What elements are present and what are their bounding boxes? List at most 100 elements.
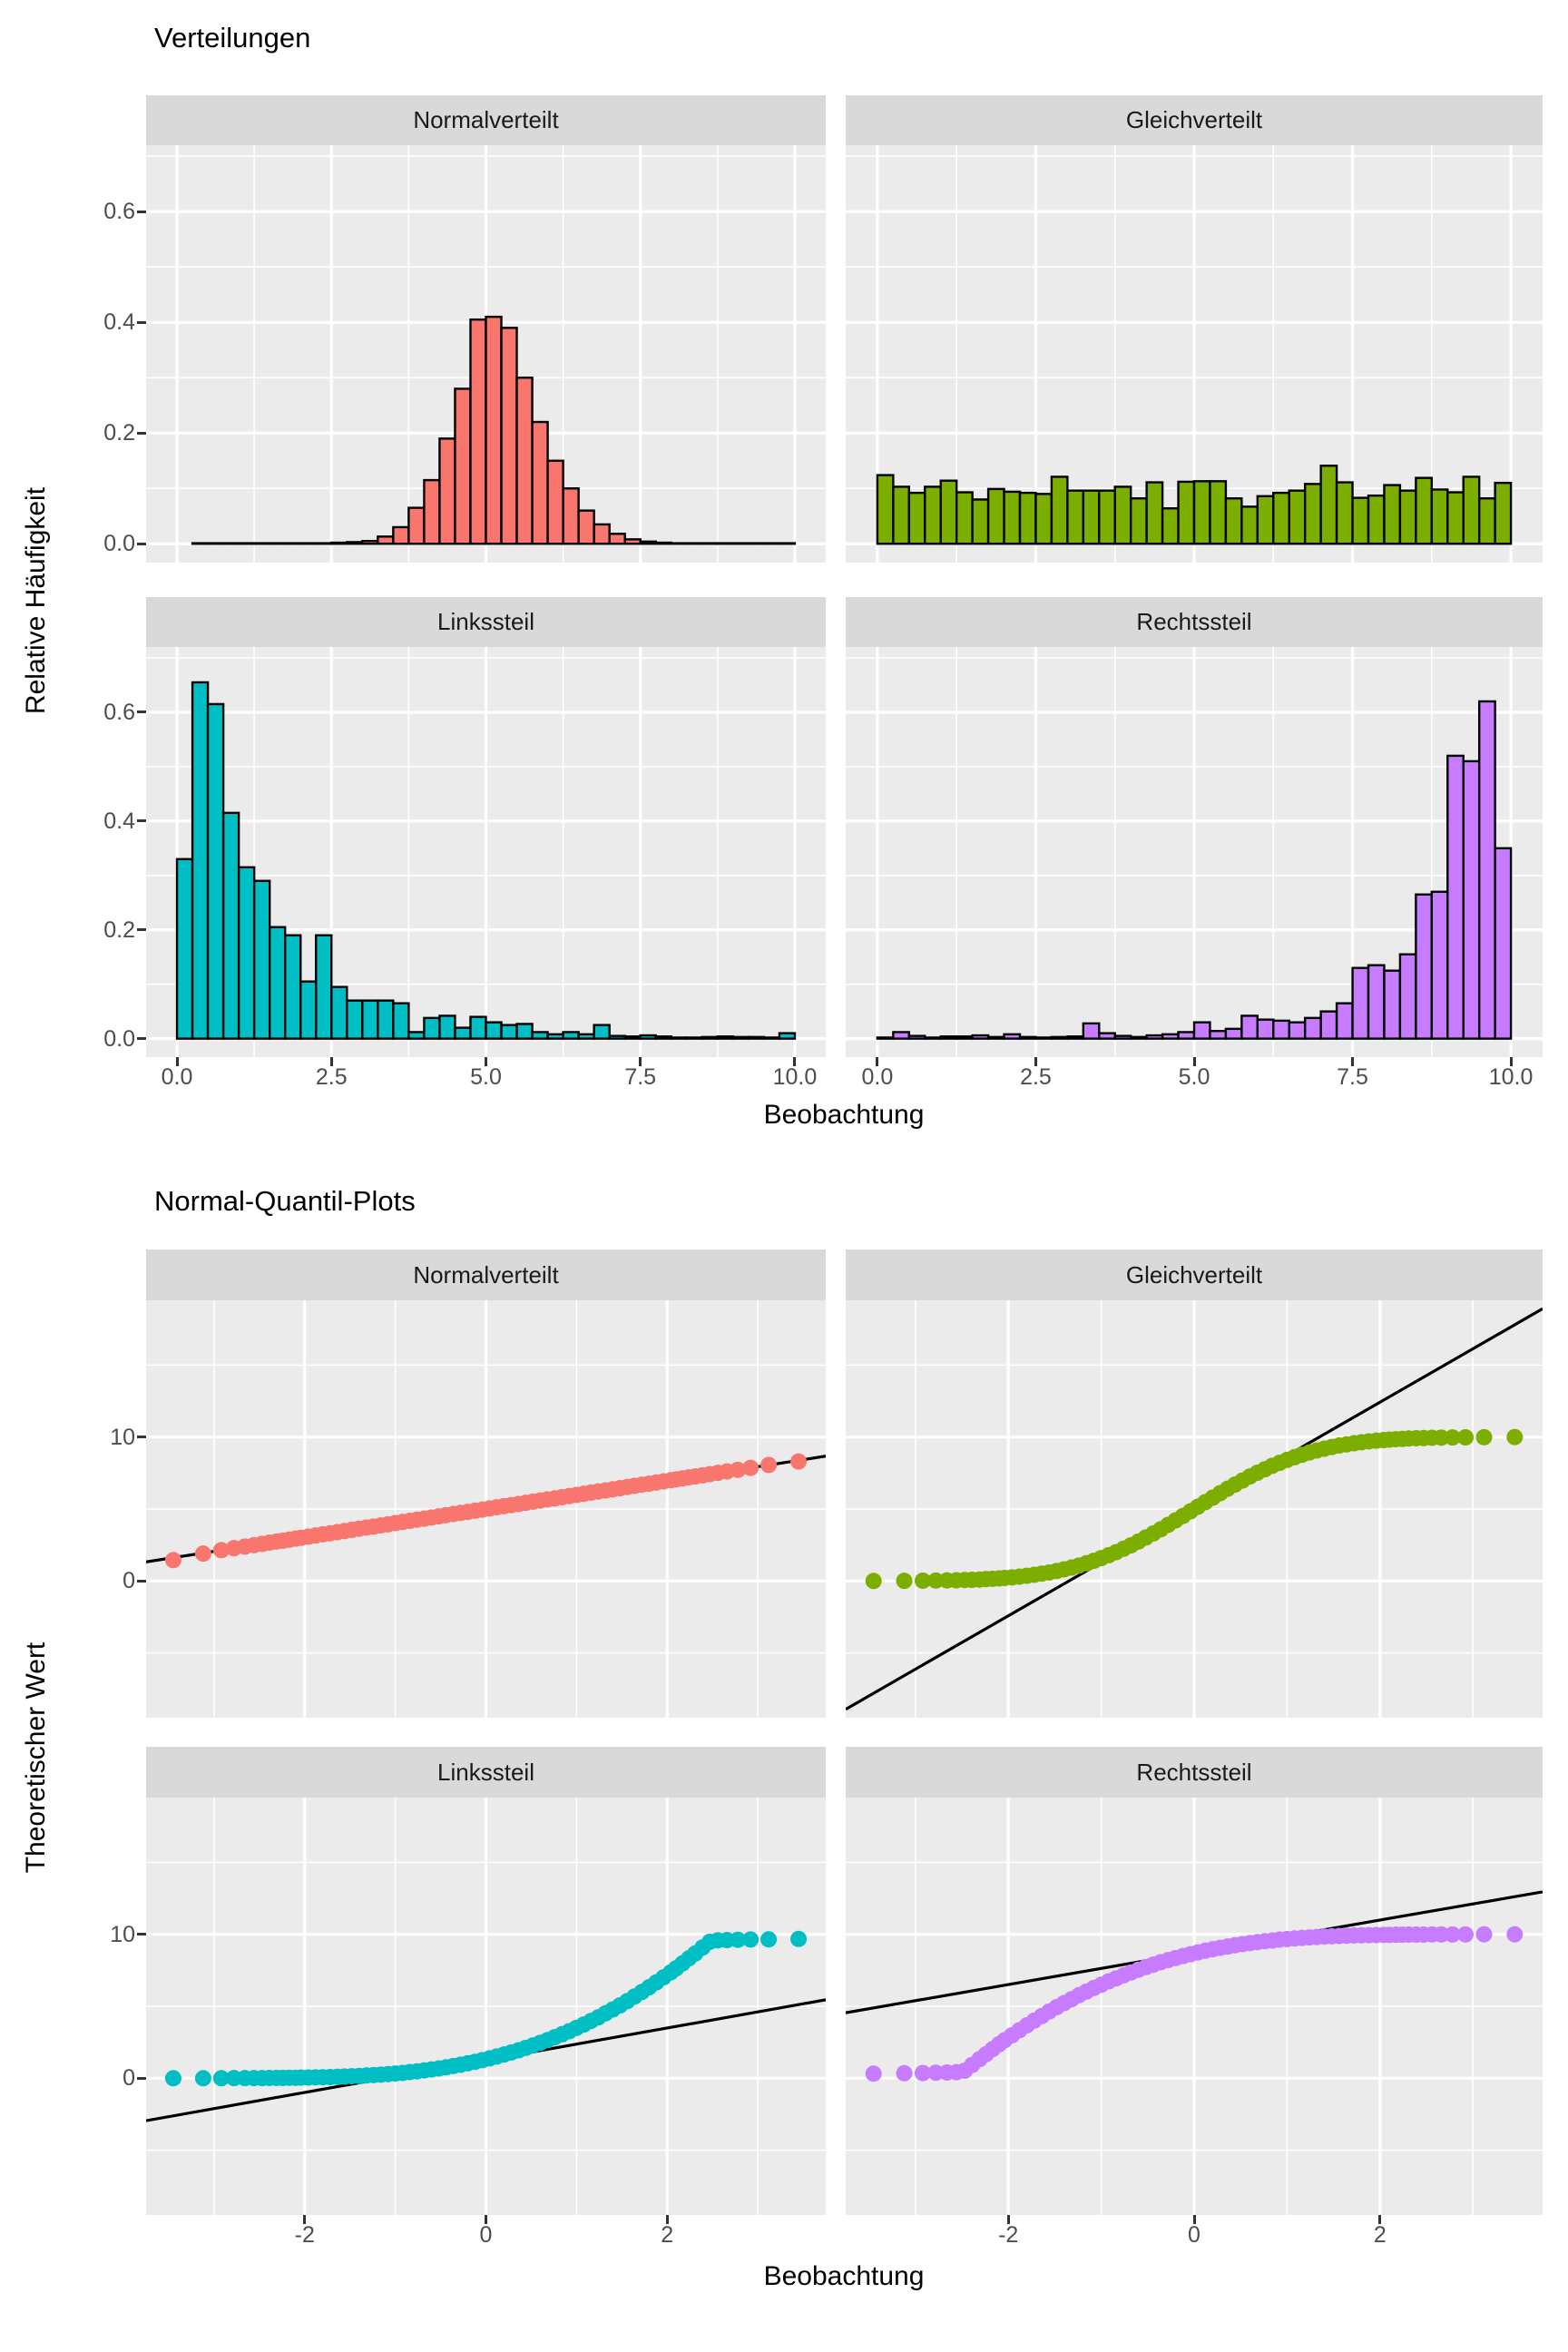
x-tick-label: 5.0 [470, 1064, 502, 1090]
panel-histogram-linkssteil [146, 647, 826, 1057]
x-tick-label: 10.0 [1488, 1064, 1534, 1090]
histogram-bar [1494, 847, 1513, 1040]
y-tick-mark [137, 431, 146, 435]
panel-histogram-gleichverteilt [846, 145, 1543, 563]
x-tick-label: 2.5 [1020, 1064, 1052, 1090]
y-axis-title-theoretischer-wert: Theoretischer Wert [21, 1642, 51, 1874]
facet-strip-gleichverteilt: Gleichverteilt [846, 1250, 1543, 1300]
chart-title-normal-quantil-plots: Normal-Quantil-Plots [154, 1185, 416, 1217]
panel-qq-rechtssteil [846, 1798, 1543, 2215]
y-tick-label: 0.0 [103, 531, 135, 557]
histogram-bar [1082, 1022, 1101, 1040]
x-tick-mark [1192, 1057, 1196, 1066]
qq-point [896, 1573, 913, 1590]
x-tick-mark [1378, 2215, 1382, 2224]
facet-strip-linkssteil: Linkssteil [146, 597, 826, 647]
x-tick-label: 2 [1373, 2222, 1387, 2248]
chart-title-verteilungen: Verteilungen [154, 22, 311, 54]
qq-point [1444, 1429, 1461, 1446]
x-tick-label: 2.5 [315, 1064, 348, 1090]
y-tick-mark [137, 710, 146, 714]
qq-point [865, 1573, 882, 1590]
y-tick-mark [137, 210, 146, 213]
x-tick-label: 10.0 [772, 1064, 818, 1090]
y-tick-label: 0.0 [103, 1025, 135, 1052]
facet-strip-normalverteilt: Normalverteilt [146, 1250, 826, 1300]
qq-point [742, 1459, 760, 1476]
y-tick-label: 0.4 [103, 808, 135, 834]
x-tick-label: 7.5 [624, 1064, 657, 1090]
qq-point [164, 1552, 181, 1569]
panel-histogram-normalverteilt [146, 145, 826, 563]
x-tick-mark [639, 1057, 642, 1066]
y-tick-mark [137, 542, 146, 545]
x-tick-mark [329, 1057, 333, 1066]
x-tick-mark [876, 1057, 879, 1066]
y-tick-label: 10 [110, 1921, 135, 1947]
y-tick-label: 0.4 [103, 309, 135, 336]
x-tick-mark [665, 2215, 669, 2224]
qq-point [1475, 1428, 1493, 1446]
qq-point [1457, 1429, 1475, 1446]
panel-qq-linkssteil [146, 1798, 826, 2215]
panel-histogram-rechtssteil [846, 647, 1543, 1057]
histogram-bar [1494, 481, 1513, 545]
y-tick-label: 0 [122, 1568, 135, 1594]
qq-point [1506, 1926, 1524, 1943]
qq-point [790, 1453, 808, 1470]
qq-point [914, 2064, 931, 2082]
qq-point [760, 1456, 778, 1474]
qq-point [790, 1930, 808, 1947]
y-tick-mark [137, 1579, 146, 1583]
qq-point [730, 1461, 747, 1478]
facet-strip-rechtssteil: Rechtssteil [846, 597, 1543, 647]
x-tick-label: 0 [1188, 2222, 1200, 2248]
y-tick-label: 0.6 [103, 699, 135, 725]
x-tick-label: 5.0 [1178, 1064, 1210, 1090]
x-tick-label: -2 [998, 2222, 1019, 2248]
y-tick-mark [137, 2076, 146, 2080]
y-tick-mark [137, 1436, 146, 1439]
x-axis-title-beobachtung-1: Beobachtung [763, 1100, 925, 1130]
panel-qq-gleichverteilt [846, 1300, 1543, 1718]
x-tick-mark [303, 2215, 307, 2224]
qq-point [1457, 1926, 1475, 1943]
qq-point [212, 2070, 230, 2087]
x-tick-mark [1351, 1057, 1355, 1066]
qq-point [914, 1572, 931, 1589]
histogram-bar [593, 1024, 611, 1040]
x-tick-mark [485, 2215, 487, 2224]
facet-strip-normalverteilt: Normalverteilt [146, 95, 826, 145]
y-tick-label: 0.2 [103, 420, 135, 446]
qq-point [742, 1931, 760, 1948]
x-tick-mark [175, 1057, 179, 1066]
x-tick-label: -2 [294, 2222, 315, 2248]
y-tick-label: 0.2 [103, 916, 135, 943]
x-tick-label: 2 [661, 2222, 674, 2248]
x-tick-mark [485, 1057, 487, 1066]
x-tick-label: 0.0 [861, 1064, 894, 1090]
qq-point [1444, 1926, 1461, 1943]
qq-point [194, 2070, 211, 2087]
y-tick-mark [137, 1037, 146, 1041]
x-tick-mark [1034, 1057, 1037, 1066]
y-tick-label: 10 [110, 1424, 135, 1450]
qq-point [1506, 1428, 1524, 1446]
x-tick-mark [1006, 2215, 1010, 2224]
y-tick-mark [137, 320, 146, 324]
qq-point [896, 2064, 913, 2082]
panel-qq-normalverteilt [146, 1300, 826, 1718]
y-tick-label: 0 [122, 2065, 135, 2092]
qq-point [760, 1931, 778, 1948]
facet-strip-gleichverteilt: Gleichverteilt [846, 95, 1543, 145]
x-tick-mark [1509, 1057, 1513, 1066]
qq-point [1475, 1926, 1493, 1943]
qq-point [865, 2065, 882, 2082]
x-tick-label: 0.0 [161, 1064, 193, 1090]
facet-strip-linkssteil: Linkssteil [146, 1747, 826, 1798]
x-tick-mark [793, 1057, 797, 1066]
x-tick-label: 0 [479, 2222, 493, 2248]
